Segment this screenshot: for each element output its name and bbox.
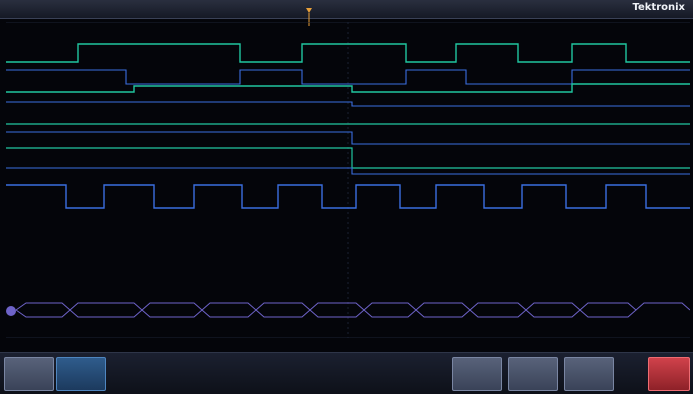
- digital-trace-6: [6, 131, 690, 145]
- bus-indicator-icon[interactable]: [6, 306, 16, 316]
- menu-button-5[interactable]: [564, 357, 614, 391]
- menu-button-6[interactable]: [648, 357, 690, 391]
- menu-button-2[interactable]: [56, 357, 106, 391]
- bus-readout[interactable]: [6, 302, 690, 322]
- digital-trace-2: [6, 69, 690, 85]
- waveform-svg: [6, 22, 690, 338]
- digital-trace-8: [6, 167, 690, 175]
- bottom-menu: [0, 352, 693, 394]
- menu-button-1[interactable]: [4, 357, 54, 391]
- brand-logo: Tektronix: [632, 2, 685, 13]
- digital-trace-4: [6, 101, 690, 107]
- waveform-area[interactable]: [6, 22, 690, 338]
- digital-trace-7: [6, 147, 690, 169]
- trigger-position-icon[interactable]: [306, 8, 312, 26]
- digital-trace-1: [6, 43, 690, 63]
- channel-labels: [0, 22, 20, 338]
- status-bar: Tektronix: [0, 0, 693, 26]
- bus-decode-band: [15, 302, 690, 318]
- digital-trace-3: [6, 83, 690, 93]
- clock-trace: [6, 184, 690, 209]
- menu-button-3[interactable]: [452, 357, 502, 391]
- menu-button-4[interactable]: [508, 357, 558, 391]
